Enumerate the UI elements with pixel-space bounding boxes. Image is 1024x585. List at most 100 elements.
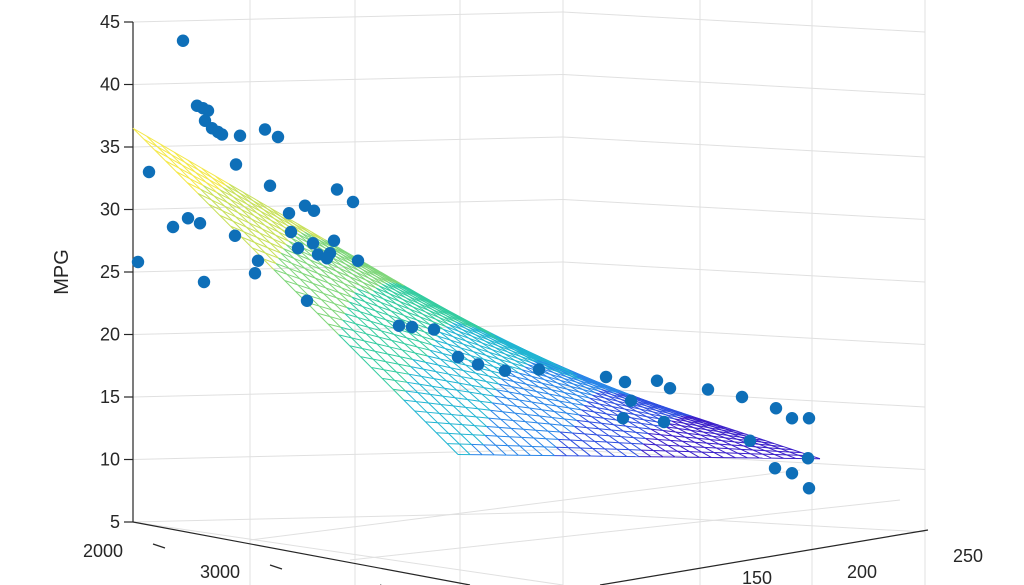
surface-mesh-segment bbox=[393, 306, 407, 313]
surface-mesh-segment bbox=[598, 390, 609, 397]
surface-mesh-segment bbox=[665, 414, 675, 420]
surface-mesh-segment bbox=[514, 412, 528, 416]
surface-mesh-segment bbox=[267, 247, 282, 254]
surface-mesh-segment bbox=[469, 391, 481, 402]
surface-mesh-segment bbox=[557, 382, 571, 387]
surface-mesh-segment bbox=[715, 433, 725, 439]
surface-mesh-segment bbox=[278, 257, 290, 269]
surface-mesh-segment bbox=[446, 380, 459, 384]
surface-mesh-segment bbox=[611, 405, 625, 410]
surface-mesh-segment bbox=[758, 443, 772, 446]
surface-mesh-segment bbox=[429, 394, 442, 405]
surface-mesh-segment bbox=[248, 222, 260, 234]
surface-mesh-segment bbox=[582, 440, 595, 442]
surface-mesh-segment bbox=[602, 400, 615, 405]
surface-mesh-segment bbox=[547, 430, 561, 433]
surface-mesh-segment bbox=[406, 311, 420, 318]
surface-mesh-segment bbox=[700, 418, 711, 423]
surface-mesh-segment bbox=[200, 188, 212, 201]
surface-mesh-segment bbox=[523, 428, 536, 431]
surface-mesh-segment bbox=[293, 257, 308, 265]
surface-mesh-segment bbox=[690, 419, 700, 425]
surface-mesh-segment bbox=[454, 397, 466, 408]
surface-mesh-segment bbox=[777, 450, 787, 456]
surface-mesh-segment bbox=[256, 236, 271, 244]
surface-mesh-segment bbox=[275, 234, 290, 242]
axes-layer bbox=[124, 21, 929, 585]
surface-mesh-segment bbox=[545, 361, 555, 367]
surface-mesh-segment bbox=[614, 392, 625, 399]
surface-mesh-segment bbox=[546, 398, 557, 407]
surface-mesh-segment bbox=[286, 273, 301, 280]
surface-mesh-segment bbox=[278, 231, 290, 242]
surface-mesh-segment bbox=[442, 395, 454, 407]
surface-mesh-segment bbox=[496, 435, 509, 447]
surface-mesh-segment bbox=[699, 423, 710, 429]
surface-mesh-segment bbox=[576, 394, 587, 402]
surface-mesh-segment bbox=[582, 440, 593, 449]
surface-mesh-segment bbox=[362, 348, 376, 352]
surface-mesh-segment bbox=[428, 310, 440, 318]
surface-mesh-segment bbox=[571, 402, 582, 411]
x-tick-label: 2000 bbox=[83, 541, 123, 561]
surface-mesh-segment bbox=[553, 372, 564, 379]
surface-mesh-segment bbox=[697, 437, 710, 440]
surface-mesh-segment bbox=[544, 379, 555, 387]
surface-mesh-segment bbox=[184, 161, 199, 171]
surface-mesh-segment bbox=[599, 403, 610, 411]
surface-mesh-segment bbox=[387, 353, 399, 365]
surface-mesh-segment bbox=[638, 427, 651, 430]
surface-mesh-segment bbox=[684, 415, 694, 420]
surface-mesh-segment bbox=[770, 444, 781, 450]
surface-mesh-segment bbox=[704, 446, 717, 449]
surface-mesh-segment bbox=[478, 333, 489, 341]
surface-mesh-segment bbox=[302, 272, 316, 279]
surface-mesh-segment bbox=[636, 397, 646, 402]
surface-mesh-segment bbox=[675, 411, 685, 417]
surface-mesh-segment bbox=[458, 382, 470, 393]
surface-mesh-segment bbox=[425, 311, 440, 318]
surface-mesh-segment bbox=[592, 394, 606, 399]
surface-mesh-segment bbox=[580, 447, 592, 457]
surface-mesh-segment bbox=[213, 195, 228, 204]
surface-mesh-segment bbox=[490, 370, 502, 380]
surface-mesh-segment bbox=[662, 430, 673, 437]
surface-mesh-segment bbox=[414, 352, 428, 357]
surface-mesh-segment bbox=[523, 388, 535, 397]
surface-mesh-segment bbox=[419, 316, 434, 323]
surface-mesh-segment bbox=[481, 342, 493, 351]
surface-mesh-segment bbox=[388, 314, 402, 320]
surface-mesh-segment bbox=[232, 220, 247, 228]
surface-mesh-segment bbox=[575, 381, 586, 388]
surface-mesh-segment bbox=[173, 151, 189, 161]
surface-mesh-segment bbox=[687, 432, 701, 436]
surface-mesh-segment bbox=[512, 346, 523, 352]
surface-mesh-segment bbox=[219, 214, 231, 227]
surface-mesh-segment bbox=[189, 178, 204, 187]
surface-mesh-segment bbox=[521, 436, 534, 439]
surface-mesh-segment bbox=[407, 287, 418, 294]
surface-mesh-segment bbox=[460, 433, 473, 436]
surface-mesh-segment bbox=[262, 258, 277, 265]
surface-mesh-segment bbox=[584, 433, 597, 436]
surface-mesh-segment bbox=[448, 311, 459, 317]
surface-mesh-segment bbox=[437, 422, 451, 425]
surface-mesh-segment bbox=[501, 344, 512, 352]
surface-mesh-segment bbox=[572, 383, 583, 390]
surface-mesh-segment bbox=[718, 431, 728, 436]
surface-mesh-segment bbox=[299, 278, 311, 290]
surface-mesh-segment bbox=[504, 404, 516, 414]
surface-mesh-segment bbox=[311, 231, 322, 240]
surface-mesh-segment bbox=[176, 171, 191, 180]
data-point bbox=[176, 34, 190, 47]
surface-mesh-segment bbox=[535, 429, 547, 440]
surface-mesh-segment bbox=[201, 167, 213, 179]
surface-mesh-segment bbox=[571, 402, 585, 406]
surface-mesh-segment bbox=[421, 295, 432, 302]
surface-mesh-segment bbox=[254, 241, 268, 249]
surface-mesh-segment bbox=[504, 404, 518, 407]
surface-mesh-segment bbox=[299, 278, 314, 284]
surface-mesh-segment bbox=[334, 303, 348, 309]
surface-mesh-segment bbox=[501, 378, 514, 383]
surface-mesh-segment bbox=[563, 368, 574, 374]
